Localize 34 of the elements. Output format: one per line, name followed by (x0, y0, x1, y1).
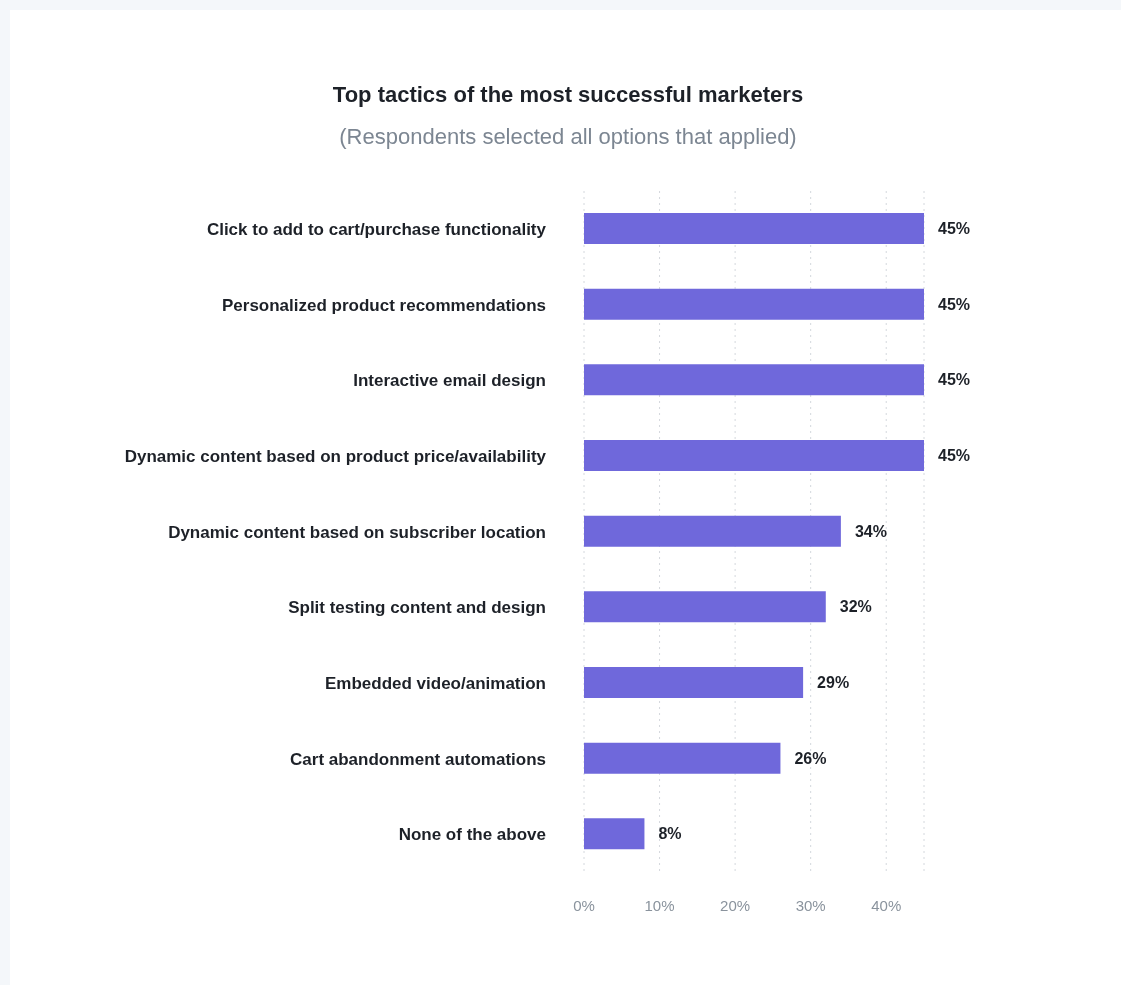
bar (584, 742, 781, 774)
x-tick-label: 10% (644, 896, 675, 914)
x-tick-label: 0% (573, 896, 595, 914)
y-tick-label: Dynamic content based on subscriber location (168, 522, 546, 542)
data-label: 26% (794, 749, 827, 767)
bar (584, 288, 924, 320)
x-tick-label: 20% (720, 896, 751, 914)
data-label: 29% (817, 674, 850, 692)
bar (584, 818, 645, 850)
data-label: 32% (839, 598, 872, 616)
data-label: 45% (938, 371, 971, 389)
chart-title: Top tactics of the most successful marketers (331, 82, 805, 108)
y-tick-label: Dynamic content based on product price/availability (124, 446, 547, 466)
data-label: 34% (854, 522, 887, 540)
bar (584, 515, 841, 547)
y-tick-label: Cart abandonment automations (290, 749, 546, 769)
y-tick-label: Personalized product recommendations (221, 295, 546, 315)
bar (584, 591, 826, 623)
y-tick-label: Embedded video/animation (324, 673, 546, 693)
chart-subtitle: (Respondents selected all options that applied) (338, 124, 798, 150)
data-label: 45% (938, 447, 971, 465)
y-tick-label: Interactive email design (353, 371, 546, 391)
data-label: 8% (658, 825, 682, 843)
y-tick-label: None of the above (398, 825, 546, 845)
y-tick-label: Click to add to cart/purchase functionality (206, 219, 547, 239)
data-label: 45% (938, 220, 971, 238)
y-tick-label: Split testing content and design (288, 598, 546, 618)
x-tick-label: 30% (795, 896, 826, 914)
bar (584, 364, 924, 396)
bar (584, 440, 924, 471)
bar (584, 213, 924, 244)
bar (584, 667, 804, 698)
data-label: 45% (938, 295, 971, 313)
x-tick-label: 40% (871, 896, 902, 914)
